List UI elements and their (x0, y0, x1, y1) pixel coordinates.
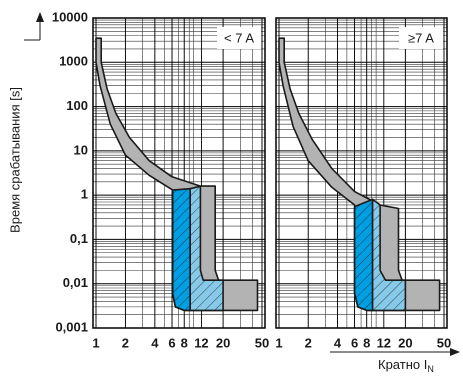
y-tick-label: 0,1 (70, 231, 88, 246)
y-tick-label: 10 (74, 142, 88, 157)
x-axis-arrow (450, 348, 460, 356)
x-tick-label: 8 (181, 335, 188, 350)
annotation: < 7 A (224, 30, 254, 45)
x-tick-label: 8 (363, 335, 370, 350)
y-tick-label: 0,001 (55, 319, 88, 334)
y-axis-label: Время срабатывания [s] (7, 87, 22, 233)
x-tick-label: 6 (351, 335, 358, 350)
y-tick-label: 10000 (52, 9, 88, 24)
x-tick-label: 4 (151, 335, 159, 350)
y-axis-arrow (36, 12, 44, 22)
panel: ≥7 A1 2 4 6 8 12 20 50 (275, 17, 451, 350)
area (171, 187, 191, 312)
annotation-box (399, 27, 443, 49)
y-tick-label: 1000 (59, 54, 88, 69)
annotation: ≥7 A (408, 30, 434, 45)
x-tick-label: 2 (305, 335, 312, 350)
panel: < 7 A1 2 4 6 8 12 20 501000010001001010,10,010,… (52, 9, 269, 350)
y-tick-label: 0,01 (63, 275, 88, 290)
x-tick-label: 2 (122, 335, 129, 350)
x-tick-label: 12 (377, 335, 391, 350)
x-tick-label: 50 (437, 335, 451, 350)
y-tick-label: 1 (81, 187, 88, 202)
annotation-box (217, 27, 261, 49)
x-tick-label: 1 (92, 335, 99, 350)
x-tick-label: 20 (216, 335, 230, 350)
y-tick-label: 100 (66, 98, 88, 113)
area (189, 185, 224, 312)
x-tick-label: 4 (334, 335, 342, 350)
x-axis-label-subscript: N (427, 364, 434, 374)
area (371, 198, 407, 312)
x-tick-label: 50 (255, 335, 269, 350)
x-tick-label: 20 (398, 335, 412, 350)
x-tick-label: 6 (168, 335, 175, 350)
x-tick-label: 1 (275, 335, 282, 350)
area (353, 198, 374, 312)
plot-border (275, 17, 448, 329)
x-axis-label: Кратно IN (378, 357, 434, 374)
x-tick-label: 12 (194, 335, 208, 350)
x-axis-label-main: Кратно I (378, 357, 427, 372)
plot-border (92, 17, 266, 329)
